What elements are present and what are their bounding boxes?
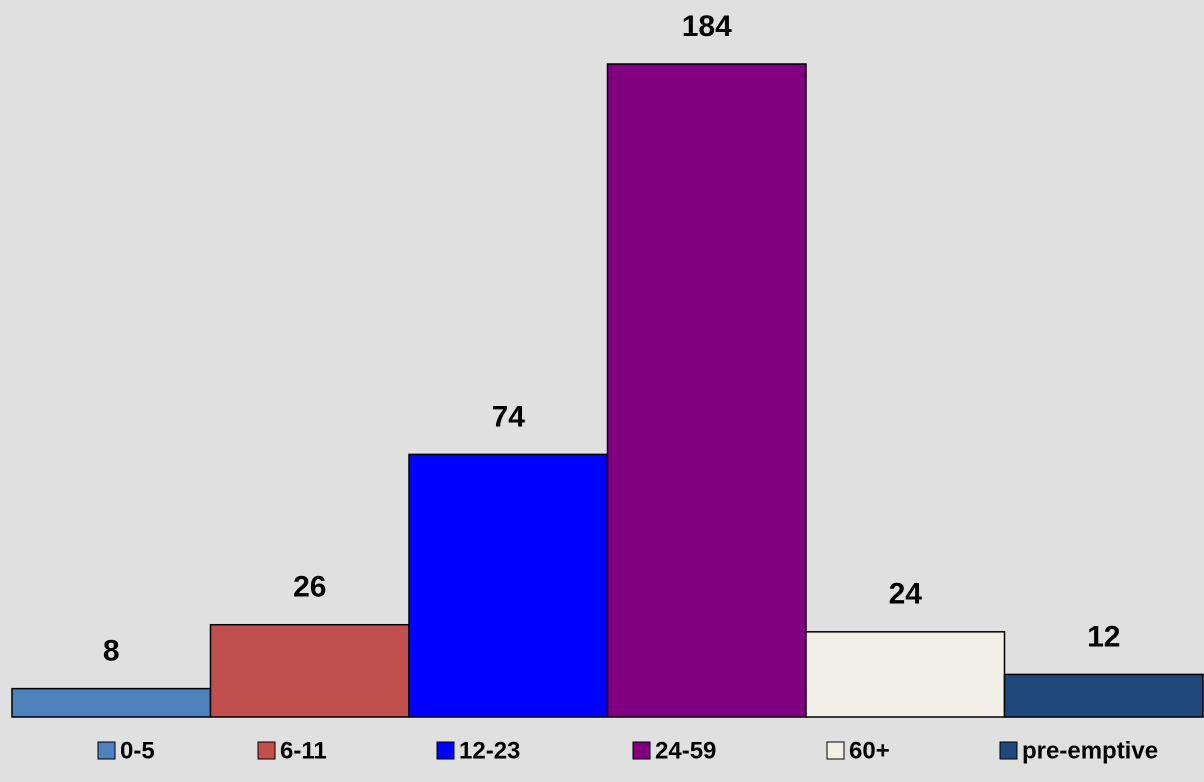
legend-swatch — [826, 741, 845, 760]
bar — [11, 687, 212, 718]
value-label: 184 — [682, 10, 732, 43]
legend-label: 24-59 — [655, 737, 716, 764]
legend-label: 60+ — [849, 737, 890, 764]
legend-label: 6-11 — [280, 737, 327, 764]
legend-swatch — [999, 741, 1018, 760]
legend-swatch — [257, 741, 276, 760]
legend-swatch — [97, 741, 116, 760]
legend-label: 0-5 — [120, 737, 155, 764]
bar — [209, 623, 410, 718]
value-label: 74 — [492, 400, 526, 433]
bar — [606, 63, 807, 718]
bar — [408, 453, 609, 718]
value-label: 24 — [889, 578, 923, 611]
bar — [1003, 673, 1204, 718]
legend-swatch — [632, 741, 651, 760]
bar — [805, 631, 1006, 718]
legend-label: 12-23 — [459, 737, 520, 764]
legend-label: pre-emptive — [1022, 737, 1158, 764]
value-label: 12 — [1087, 620, 1120, 653]
value-label: 26 — [293, 571, 326, 604]
value-label: 8 — [103, 635, 120, 668]
legend-swatch — [436, 741, 455, 760]
